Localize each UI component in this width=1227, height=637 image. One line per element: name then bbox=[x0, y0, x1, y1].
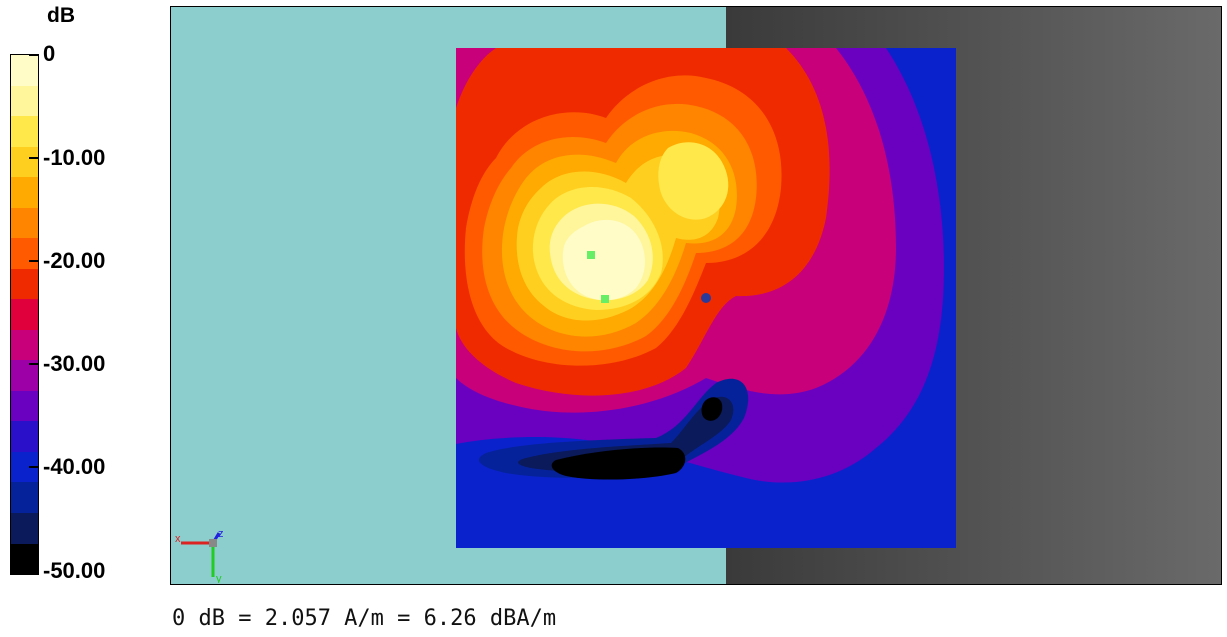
contour-peak bbox=[562, 219, 645, 301]
legend-band-8 bbox=[11, 299, 38, 330]
axis-x-label: x bbox=[175, 533, 181, 545]
legend-band-12 bbox=[11, 421, 38, 452]
null-region-main bbox=[551, 447, 686, 480]
legend-band-5 bbox=[11, 207, 38, 239]
contour-yellow-secondary bbox=[658, 142, 729, 220]
null-region-small bbox=[701, 397, 723, 421]
feed-point-marker bbox=[701, 293, 711, 303]
legend-tick-0 bbox=[29, 54, 39, 56]
probe-marker-1 bbox=[587, 251, 595, 259]
legend-label-10: -10.00 bbox=[43, 145, 106, 170]
legend-tick-20 bbox=[29, 260, 39, 262]
probe-marker-2 bbox=[601, 295, 609, 303]
field-heatmap bbox=[456, 48, 956, 548]
legend-tick-30 bbox=[29, 363, 39, 365]
legend-band-10 bbox=[11, 360, 38, 391]
legend-band-0 bbox=[11, 55, 38, 86]
legend-band-6 bbox=[11, 238, 38, 269]
axis-y-label: y bbox=[216, 573, 222, 583]
legend-tick-40 bbox=[29, 466, 39, 468]
color-scale-bar bbox=[10, 54, 39, 575]
legend-band-1 bbox=[11, 85, 38, 117]
legend-label-30: -30.00 bbox=[43, 351, 106, 376]
legend-unit-label: dB bbox=[47, 4, 75, 27]
legend-band-4 bbox=[11, 177, 38, 208]
legend-label-20: -20.00 bbox=[43, 248, 106, 273]
legend-tick-10 bbox=[29, 157, 39, 159]
axis-z-label: z bbox=[218, 528, 224, 540]
render-viewport[interactable]: x y z bbox=[170, 6, 1222, 585]
legend-band-16 bbox=[11, 543, 38, 575]
legend-band-11 bbox=[11, 390, 38, 422]
legend-band-3 bbox=[11, 146, 38, 178]
legend-label-50: -50.00 bbox=[43, 558, 106, 583]
legend-label-0: 0 bbox=[43, 41, 56, 66]
legend-label-40: -40.00 bbox=[43, 454, 106, 479]
legend-band-15 bbox=[11, 512, 38, 544]
legend-band-9 bbox=[11, 329, 38, 361]
legend-band-7 bbox=[11, 268, 38, 300]
reference-level-caption: 0 dB = 2.057 A/m = 6.26 dBA/m bbox=[172, 606, 557, 631]
legend-band-14 bbox=[11, 482, 38, 513]
legend-band-2 bbox=[11, 116, 38, 147]
axes-triad: x y z bbox=[175, 528, 224, 583]
